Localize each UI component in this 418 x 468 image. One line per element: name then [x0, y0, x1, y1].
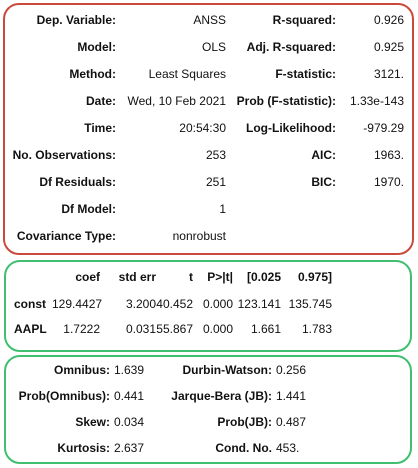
coef-header: [0.025	[246, 270, 281, 284]
diagnostic-value: 0.441	[114, 389, 145, 403]
summary-label-2: AIC:	[311, 148, 336, 162]
summary-value: nonrobust	[172, 229, 226, 243]
coefficients-panel	[4, 260, 412, 352]
diagnostic-label-2: Durbin-Watson:	[182, 363, 272, 377]
summary-label-2: Prob (F-statistic):	[236, 94, 336, 108]
summary-label: Method:	[69, 67, 116, 81]
summary-value: 1	[219, 202, 226, 216]
coef-value: 3.200	[125, 297, 156, 311]
summary-value: 253	[205, 148, 226, 162]
diagnostic-value: 2.637	[114, 441, 145, 455]
coef-value: 135.745	[288, 297, 332, 311]
diagnostic-value-2: 1.441	[276, 389, 307, 403]
coef-header: P>|t|	[207, 270, 233, 284]
coef-value: 0.000	[202, 322, 233, 336]
diagnostic-value-2: 0.256	[276, 363, 307, 377]
diagnostic-label: Skew:	[75, 415, 110, 429]
coef-value: 0.031	[125, 322, 156, 336]
diagnostic-label-2: Prob(JB):	[217, 415, 272, 429]
coef-value: 1.7222	[63, 322, 100, 336]
coef-value: 123.141	[237, 297, 281, 311]
coef-header: std err	[118, 270, 156, 284]
diagnostic-value: 1.639	[114, 363, 145, 377]
coef-row-name: AAPL	[14, 322, 47, 336]
diagnostic-label: Omnibus:	[54, 363, 110, 377]
coef-value: 55.867	[156, 322, 193, 336]
diagnostic-value-2: 0.487	[276, 415, 307, 429]
coef-row-name: const	[14, 297, 47, 311]
model-summary-panel	[3, 3, 414, 255]
summary-value-2: -979.29	[363, 121, 404, 135]
diagnostic-label-2: Jarque-Bera (JB):	[171, 389, 272, 403]
summary-value: Least Squares	[148, 67, 226, 81]
diagnostic-value-2: 453.	[276, 441, 300, 455]
summary-value: 251	[205, 175, 226, 189]
coef-value: 40.452	[156, 297, 193, 311]
summary-value: Wed, 10 Feb 2021	[127, 94, 226, 108]
summary-value-2: 0.926	[373, 13, 404, 27]
summary-value-2: 1963.	[373, 148, 404, 162]
summary-label: Df Model:	[61, 202, 116, 216]
coef-header: coef	[75, 270, 100, 284]
coef-header: 0.975]	[297, 270, 332, 284]
summary-value-2: 1970.	[373, 175, 404, 189]
coef-value: 129.4427	[52, 297, 103, 311]
summary-label: Df Residuals:	[39, 175, 116, 189]
summary-value: OLS	[201, 40, 226, 54]
summary-label: Model:	[77, 40, 116, 54]
summary-value-2: 3121.	[373, 67, 404, 81]
diagnostic-label: Prob(Omnibus):	[18, 389, 110, 403]
summary-label-2: F-statistic:	[275, 67, 336, 81]
summary-label: No. Observations:	[12, 148, 116, 162]
summary-value: 20:54:30	[179, 121, 226, 135]
summary-label: Time:	[84, 121, 116, 135]
diagnostic-label-2: Cond. No.	[215, 441, 272, 455]
coef-value: 1.661	[250, 322, 281, 336]
summary-label: Dep. Variable:	[36, 13, 116, 27]
summary-label-2: BIC:	[311, 175, 336, 189]
summary-label-2: Adj. R-squared:	[246, 40, 336, 54]
summary-label: Covariance Type:	[16, 229, 116, 243]
coef-value: 1.783	[301, 322, 332, 336]
summary-label: Date:	[85, 94, 116, 108]
summary-label-2: Log-Likelihood:	[246, 121, 336, 135]
coef-value: 0.000	[202, 297, 233, 311]
summary-value-2: 1.33e-143	[349, 94, 404, 108]
diagnostic-label: Kurtosis:	[57, 441, 110, 455]
diagnostic-value: 0.034	[114, 415, 145, 429]
summary-value: ANSS	[193, 13, 226, 27]
summary-value-2: 0.925	[373, 40, 404, 54]
diagnostics-panel	[4, 355, 412, 464]
coef-header: t	[189, 270, 193, 284]
summary-label-2: R-squared:	[272, 13, 336, 27]
